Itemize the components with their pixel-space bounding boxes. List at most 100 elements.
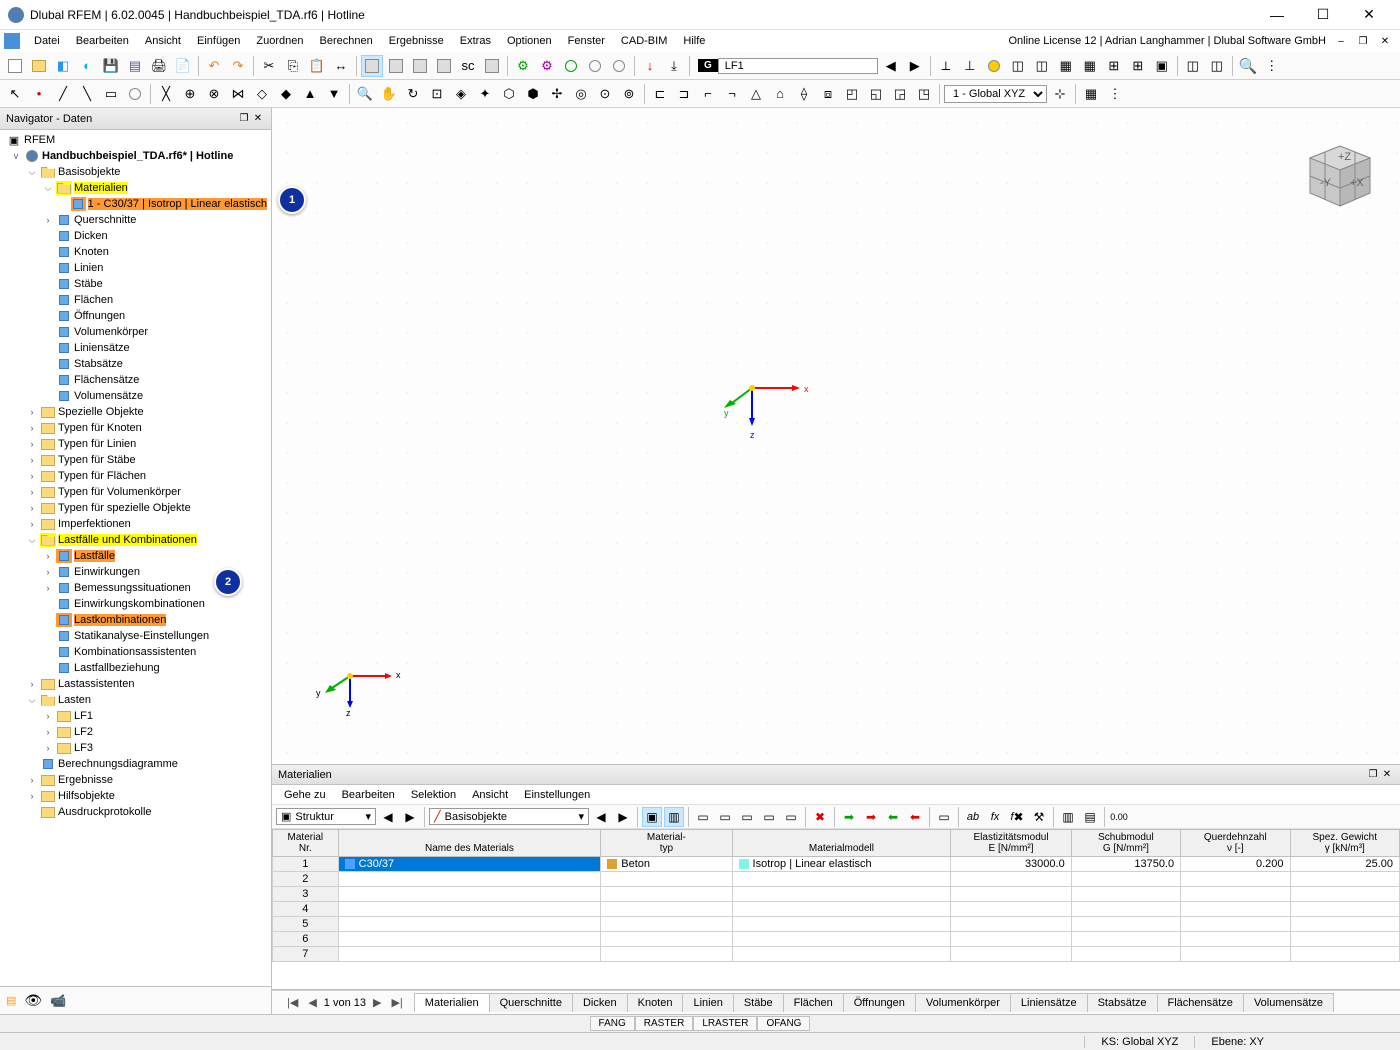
tree-item[interactable]: ›Typen für Stäbe (0, 452, 271, 468)
tree-item[interactable]: Volumenkörper (0, 324, 271, 340)
calc2-button[interactable]: ⚙ (536, 55, 558, 77)
rect-button[interactable]: ▭ (100, 83, 122, 105)
calc3-button[interactable] (560, 55, 582, 77)
bp-delete-button[interactable]: ✖ (810, 807, 830, 827)
sec12-button[interactable]: ◳ (913, 83, 935, 105)
panel5-button[interactable] (481, 55, 503, 77)
menu-ergebnisse[interactable]: Ergebnisse (381, 33, 452, 49)
maximize-button[interactable]: ☐ (1300, 0, 1346, 30)
toggle-icon[interactable]: › (26, 407, 38, 417)
bp-edit-button[interactable]: ab (963, 807, 983, 827)
copy-button[interactable]: ⎘ (282, 55, 304, 77)
paste-button[interactable]: 📋 (306, 55, 328, 77)
navigator-float-icon[interactable]: ❐ (237, 112, 251, 126)
column-header[interactable]: Spez. Gewichtγ [kN/m³] (1290, 830, 1399, 857)
bp-import-button[interactable]: ➡ (861, 807, 881, 827)
save-button[interactable]: 💾 (100, 55, 122, 77)
t6-button[interactable]: ▦ (1055, 55, 1077, 77)
bp-menu-einstellungen[interactable]: Einstellungen (516, 787, 598, 803)
g2-button[interactable]: ⊕ (179, 83, 201, 105)
navigator-tree[interactable]: ▣ RFEM v Handbuchbeispiel_TDA.rf6* | Hot… (0, 130, 271, 986)
load2-button[interactable]: ⤓ (663, 55, 685, 77)
bp-menu-gehe zu[interactable]: Gehe zu (276, 787, 334, 803)
sec7-button[interactable]: ⟠ (793, 83, 815, 105)
tree-item[interactable]: 1 - C30/37 | Isotrop | Linear elastisch (0, 196, 271, 212)
menu-optionen[interactable]: Optionen (499, 33, 560, 49)
tree-model[interactable]: v Handbuchbeispiel_TDA.rf6* | Hotline (0, 148, 271, 164)
mdi-restore-icon[interactable]: ❐ (1356, 34, 1370, 48)
bp-selcol-button[interactable]: ▥ (664, 807, 684, 827)
tree-item[interactable]: ›Typen für Knoten (0, 420, 271, 436)
mdi-close-icon[interactable]: ✕ (1378, 34, 1392, 48)
close-button[interactable]: ✕ (1346, 0, 1392, 30)
open-button[interactable] (28, 55, 50, 77)
bp-prev2-button[interactable]: ◀ (591, 807, 611, 827)
tree-item[interactable]: ⌵Basisobjekte (0, 164, 271, 180)
t10-button[interactable]: ▣ (1151, 55, 1173, 77)
bp-menu-ansicht[interactable]: Ansicht (464, 787, 516, 803)
t1-button[interactable]: ⟂ (935, 55, 957, 77)
script-button[interactable]: sc (457, 55, 479, 77)
sec10-button[interactable]: ◱ (865, 83, 887, 105)
panel4-button[interactable] (433, 55, 455, 77)
panel3-button[interactable] (409, 55, 431, 77)
more2-button[interactable]: ⋮ (1104, 83, 1126, 105)
table-row[interactable]: 6 (273, 932, 1400, 947)
line-button[interactable]: ╱ (52, 83, 74, 105)
bp-b4-button[interactable]: ▭ (759, 807, 779, 827)
g7-button[interactable]: ▲ (299, 83, 321, 105)
cs1-button[interactable]: ⊹ (1049, 83, 1071, 105)
tree-item[interactable]: ›Ergebnisse (0, 772, 271, 788)
tree-item[interactable]: Stabsätze (0, 356, 271, 372)
bp-tab-materialien[interactable]: Materialien (414, 993, 490, 1012)
table-row[interactable]: 2 (273, 872, 1400, 887)
column-header[interactable]: MaterialNr. (273, 830, 339, 857)
toggle-icon[interactable]: › (42, 583, 54, 593)
bp-fx-button[interactable]: fx (985, 807, 1005, 827)
menu-hilfe[interactable]: Hilfe (675, 33, 713, 49)
t8-button[interactable]: ⊞ (1103, 55, 1125, 77)
node-button[interactable]: • (28, 83, 50, 105)
undo-button[interactable]: ↶ (203, 55, 225, 77)
column-header[interactable]: Querdehnzahlν [-] (1181, 830, 1290, 857)
tree-item[interactable]: Stäbe (0, 276, 271, 292)
render-button[interactable]: ▦ (1080, 83, 1102, 105)
table-row[interactable]: 7 (273, 947, 1400, 962)
pan-button[interactable]: ✋ (378, 83, 400, 105)
menu-berechnen[interactable]: Berechnen (312, 33, 381, 49)
toggle-icon[interactable]: ⌵ (26, 535, 38, 546)
view3-button[interactable]: ✦ (474, 83, 496, 105)
tree-item[interactable]: ›Imperfektionen (0, 516, 271, 532)
nav-camera-icon[interactable]: 📹 (50, 993, 66, 1009)
bp-fx2-button[interactable]: f✖ (1007, 807, 1027, 827)
print-button[interactable]: 🖨 (148, 55, 170, 77)
navigator-close-icon[interactable]: ✕ (251, 112, 265, 126)
nav-views-icon[interactable]: ▤ (6, 994, 16, 1007)
tree-item[interactable]: ›Typen für Linien (0, 436, 271, 452)
load-button[interactable]: ↓ (639, 55, 661, 77)
bp-tab-dicken[interactable]: Dicken (572, 993, 628, 1012)
zoom-button[interactable]: 🔍 (354, 83, 376, 105)
toggle-icon[interactable]: › (26, 471, 38, 481)
view9-button[interactable]: ⊚ (618, 83, 640, 105)
calc5-button[interactable] (608, 55, 630, 77)
bp-next1-button[interactable]: ▶ (400, 807, 420, 827)
block-button[interactable]: ◧ (52, 55, 74, 77)
t2-button[interactable]: ⊥ (959, 55, 981, 77)
snap-raster-button[interactable]: RASTER (635, 1016, 694, 1031)
menu-ansicht[interactable]: Ansicht (137, 33, 189, 49)
t7-button[interactable]: ▦ (1079, 55, 1101, 77)
snap-fang-button[interactable]: FANG (590, 1016, 635, 1031)
minimize-button[interactable]: — (1254, 0, 1300, 30)
sec11-button[interactable]: ◲ (889, 83, 911, 105)
g8-button[interactable]: ▼ (323, 83, 345, 105)
toggle-icon[interactable]: › (26, 455, 38, 465)
tree-item[interactable]: ›Typen für Volumenkörper (0, 484, 271, 500)
bp-b2-button[interactable]: ▭ (715, 807, 735, 827)
toggle-icon[interactable]: › (42, 215, 54, 225)
column-header[interactable]: SchubmodulG [N/mm²] (1071, 830, 1180, 857)
viewport-3d[interactable]: x y z x y z (272, 108, 1400, 764)
menu-zuordnen[interactable]: Zuordnen (248, 33, 311, 49)
table-row[interactable]: 1C30/37BetonIsotrop | Linear elastisch33… (273, 857, 1400, 872)
toggle-icon[interactable]: › (26, 791, 38, 801)
